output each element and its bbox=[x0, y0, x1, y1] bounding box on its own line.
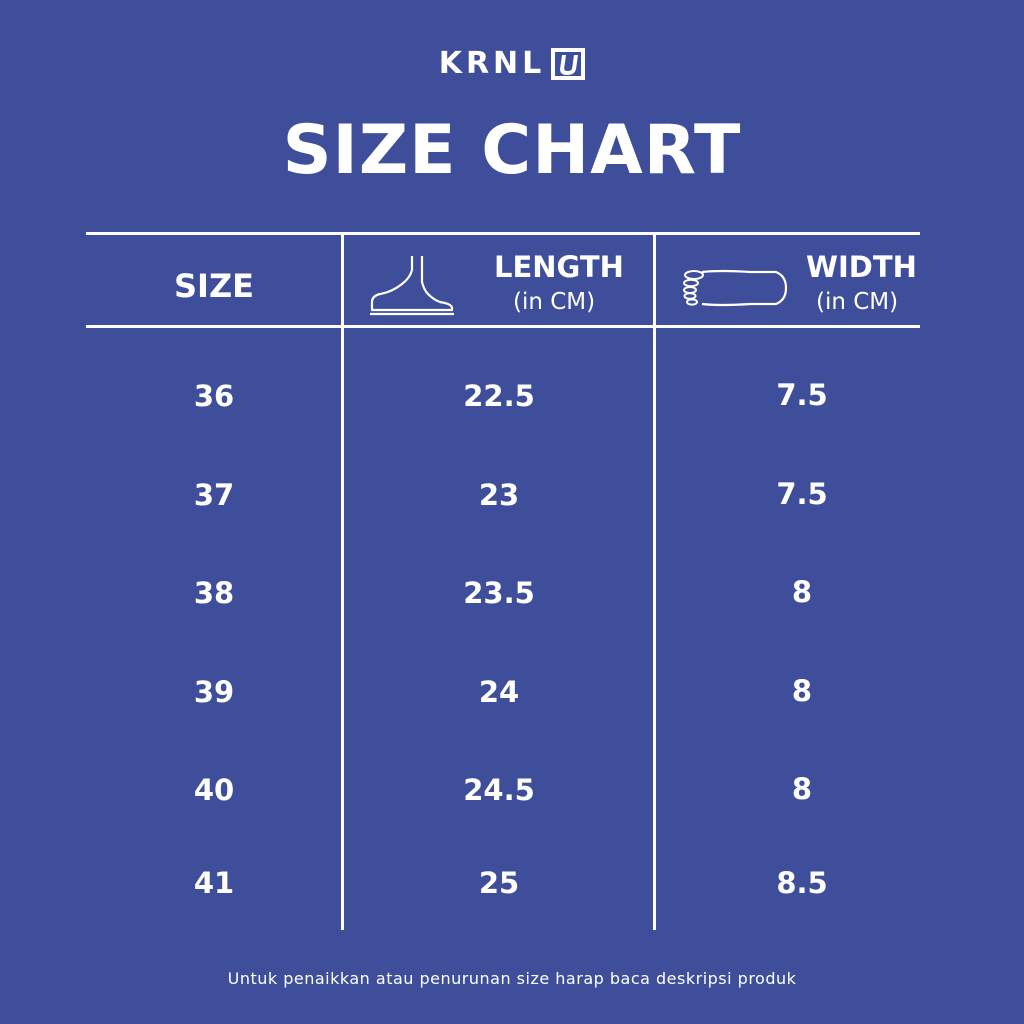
size-cell: 37 bbox=[193, 478, 235, 512]
size-cell: 41 bbox=[193, 866, 235, 900]
width-cell: 7.5 bbox=[776, 378, 828, 412]
length-cell: 24.5 bbox=[463, 773, 535, 807]
header-width-unit: (in CM) bbox=[816, 289, 899, 315]
size-cell: 38 bbox=[193, 576, 235, 610]
foot-side-icon bbox=[370, 256, 454, 316]
table-header-rule bbox=[86, 325, 920, 328]
header-length-unit: (in CM) bbox=[513, 289, 596, 315]
length-cell: 24 bbox=[478, 675, 520, 709]
header-size: SIZE bbox=[173, 267, 254, 305]
column-divider-1 bbox=[341, 234, 344, 930]
width-cell: 8 bbox=[791, 772, 813, 806]
header-length-label: LENGTH bbox=[494, 250, 624, 284]
length-cell: 25 bbox=[478, 866, 520, 900]
length-cell: 23.5 bbox=[463, 576, 535, 610]
table-top-rule bbox=[86, 232, 920, 235]
length-cell: 23 bbox=[478, 478, 520, 512]
size-cell: 36 bbox=[193, 379, 235, 413]
width-cell: 8 bbox=[791, 674, 813, 708]
brand-logo: KRNL bbox=[0, 46, 1024, 86]
foot-top-icon bbox=[683, 269, 788, 307]
width-cell: 7.5 bbox=[776, 477, 828, 511]
page-title: SIZE CHART bbox=[282, 111, 742, 190]
brand-name: KRNL bbox=[438, 46, 546, 81]
width-cell: 8.5 bbox=[776, 866, 828, 900]
brand-mark-icon bbox=[551, 48, 586, 80]
size-cell: 39 bbox=[193, 675, 235, 709]
width-cell: 8 bbox=[791, 575, 813, 609]
length-cell: 22.5 bbox=[463, 379, 535, 413]
size-cell: 40 bbox=[193, 773, 235, 807]
footnote: Untuk penaikkan atau penurunan size hara… bbox=[227, 969, 797, 988]
header-width-label: WIDTH bbox=[806, 250, 917, 284]
column-divider-2 bbox=[653, 234, 656, 930]
